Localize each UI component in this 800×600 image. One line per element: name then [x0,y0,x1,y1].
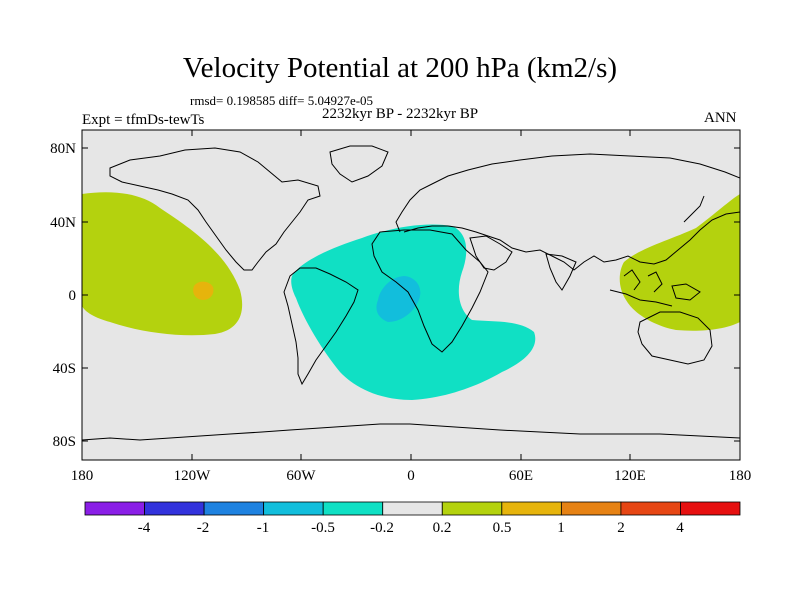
colorbar-label: -2 [197,520,210,536]
colorbar-swatch [322,501,384,516]
coast-antarctica [82,423,740,441]
colorbar-swatch [501,501,562,516]
lon-label: 0 [407,468,415,484]
coast-japan [683,195,705,223]
coast-india [545,253,577,291]
colorbar-swatch [441,501,503,516]
coast-africa [371,229,489,353]
coast-europe-asia [395,153,740,271]
lat-label: 40N [50,215,76,231]
colorbar-swatch [382,501,443,516]
colorbar: -4 -2 -1 -0.5 -0.2 0.2 0.5 1 2 4 [84,501,741,536]
lon-label: 120E [614,468,646,484]
coast-greenland [329,145,389,183]
colorbar-label: -4 [138,520,151,536]
colorbar-label: -0.5 [311,520,335,536]
coast-australia [637,311,713,365]
coast-arabia [469,235,513,271]
coastlines [82,145,740,441]
coast-north-america [109,147,321,271]
region-east-pacific-core [193,281,214,300]
colorbar-label: 4 [676,520,684,536]
region-west-pacific-positive [619,194,740,331]
colorbar-label: 2 [617,520,625,536]
lon-label: 60E [509,468,533,484]
lon-axis: 180 120W 60W 0 60E 120E 180 [71,130,752,484]
lat-axis: 80N 40N 0 40S 80S [50,141,740,450]
contour-fills [82,192,740,400]
lat-label: 0 [69,288,77,304]
colorbar-swatch [560,501,622,516]
region-atlantic-core [376,276,421,322]
colorbar-swatch [203,501,265,516]
page-title: Velocity Potential at 200 hPa (km2/s) [182,52,618,84]
lat-label: 40S [53,361,76,377]
colorbar-label: -0.2 [370,520,394,536]
colorbar-swatch [144,501,205,516]
lon-label: 180 [71,468,94,484]
colorbar-swatch [680,501,741,516]
colorbar-swatch [263,501,324,516]
colorbar-label: 0.5 [493,520,512,536]
lat-label: 80S [53,434,76,450]
coast-south-america [283,267,359,386]
stats-label: rmsd= 0.198585 diff= 5.04927e-05 [190,93,374,108]
lat-label: 80N [50,141,76,157]
region-atlantic-negative [291,224,536,400]
lon-label: 180 [729,468,752,484]
colorbar-swatch [620,501,681,516]
lon-label: 60W [286,468,316,484]
colorbar-label: 1 [557,520,565,536]
colorbar-swatch [84,501,145,516]
colorbar-label: 0.2 [433,520,452,536]
coast-maritime-continent [609,269,701,307]
period-label: 2232kyr BP - 2232kyr BP [322,106,479,122]
lon-label: 120W [174,468,212,484]
colorbar-label: -1 [257,520,270,536]
experiment-label: Expt = tfmDs-tewTs [82,112,205,128]
season-label: ANN [704,110,737,126]
